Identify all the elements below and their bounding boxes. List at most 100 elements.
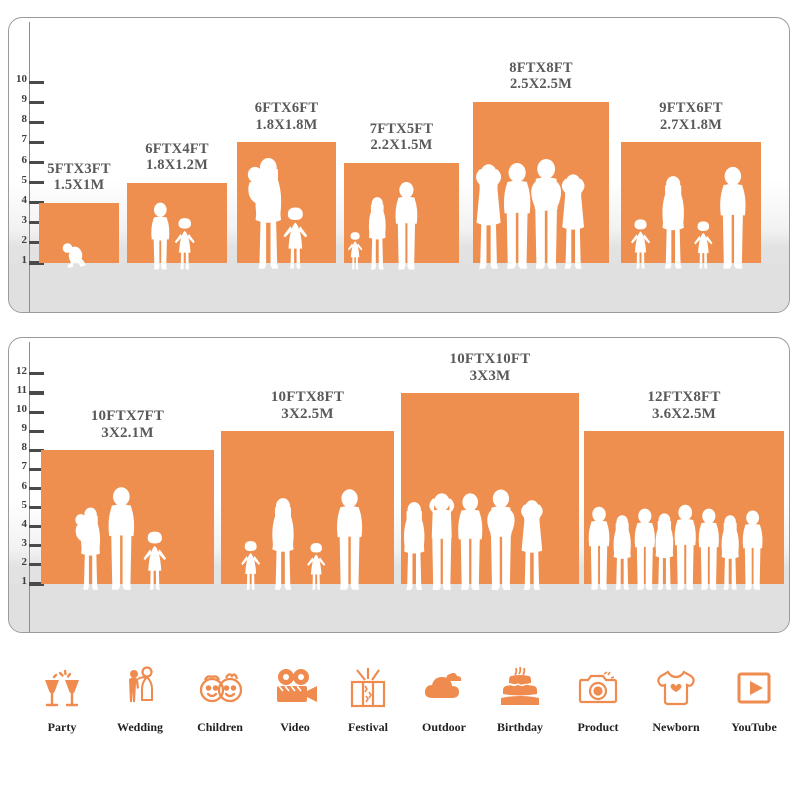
people-silhouettes (247, 158, 308, 269)
backdrop-bar-6ftx4ft[interactable] (127, 182, 227, 269)
icon-label: Video (280, 720, 310, 734)
y-tick-label: 1 (21, 575, 28, 587)
backdrop-bar-10ftx7ft[interactable] (41, 450, 214, 590)
icon-label: Party (47, 720, 77, 734)
y-tick-mark (29, 467, 44, 471)
bar-size-metric: 1.8X1.2M (145, 156, 208, 173)
y-axis-ruler-2: 1 2 3 4 5 6 7 8 9 10 11 12 (9, 338, 44, 632)
backdrop-bar-10ftx10ft[interactable] (401, 393, 579, 590)
silhouette-layer (344, 163, 459, 269)
bar-size-metric: 3X3M (469, 367, 511, 384)
silhouette-layer (621, 142, 761, 269)
icon-cell-children[interactable]: Children (180, 660, 260, 735)
bar-size-metric: 2.2X1.5M (370, 136, 433, 153)
people-silhouettes (630, 167, 746, 269)
icon-cell-festival[interactable]: Festival (328, 660, 408, 735)
bar-size-label: 8FTX8FT 2.5X2.5M (443, 60, 639, 92)
bar-size-metric: 3.6X2.5M (651, 405, 717, 422)
silhouette-layer (39, 203, 119, 268)
icon-cell-video[interactable]: Video (255, 660, 335, 735)
y-tick-label: 9 (21, 93, 28, 106)
bar-size-imperial: 5FTX3FT (47, 160, 111, 177)
y-tick-mark (29, 429, 44, 433)
icon-cell-newborn[interactable]: Newborn (636, 660, 716, 735)
y-tick-label: 6 (21, 479, 28, 492)
y-tick-mark (29, 544, 44, 548)
usage-icon-strip: Party Wedding Children (0, 660, 800, 760)
bar-size-label: 10FTX7FT 3X2.1M (11, 408, 244, 442)
people-silhouettes (404, 489, 543, 590)
y-tick-label: 8 (21, 113, 28, 126)
y-tick-mark (29, 261, 44, 265)
chart-panel-small-medium: 1 2 3 4 5 6 7 8 9 10 5FTX3FT 1.5X1M 6FTX4FT 1.8X1.2M… (8, 17, 790, 313)
bar-size-label: 10FTX8FT 3X2.5M (191, 389, 424, 423)
people-silhouettes (476, 159, 585, 269)
y-tick-mark (29, 372, 44, 376)
bar-size-metric: 2.5X2.5M (509, 76, 572, 93)
bar-size-label: 9FTX6FT 2.7X1.8M (591, 100, 789, 133)
chart-panel-large: 1 2 3 4 5 6 7 8 9 10 11 12 10FTX7FT 3X2.1M 10FTX8FT 3X… (8, 337, 790, 633)
bar-size-metric: 1.8X1.8M (255, 116, 318, 133)
bar-size-imperial: 7FTX5FT (369, 120, 434, 137)
outdoor-icon (404, 660, 484, 716)
backdrop-bar-5ftx3ft[interactable] (39, 202, 119, 268)
y-tick-label: 7 (21, 133, 28, 146)
y-tick-label: 9 (21, 422, 28, 435)
people-silhouettes (588, 504, 763, 590)
icon-label: Children (197, 720, 243, 734)
bar-size-metric: 2.7X1.8M (659, 116, 722, 133)
product-icon (558, 660, 638, 716)
silhouette-layer (127, 183, 227, 269)
y-tick-label: 1 (21, 254, 28, 266)
icon-cell-wedding[interactable]: Wedding (100, 660, 180, 735)
y-tick-label: 6 (21, 153, 28, 166)
bar-size-imperial: 9FTX6FT (659, 100, 723, 117)
y-tick-mark (29, 241, 44, 245)
y-tick-mark (29, 391, 44, 395)
y-tick-mark (29, 100, 44, 104)
icon-cell-youtube[interactable]: YouTube (714, 660, 794, 735)
y-tick-mark (29, 221, 44, 225)
silhouette-layer (221, 431, 394, 590)
y-tick-label: 7 (21, 460, 28, 473)
icon-cell-birthday[interactable]: Birthday (480, 660, 560, 735)
icon-cell-party[interactable]: Party (22, 660, 102, 735)
silhouette-layer (401, 393, 579, 590)
y-tick-label: 4 (21, 517, 28, 530)
backdrop-bar-8ftx8ft[interactable] (473, 102, 609, 269)
backdrop-bar-9ftx6ft[interactable] (621, 142, 761, 269)
children-icon (180, 660, 260, 716)
icon-label: Birthday (496, 720, 543, 734)
y-tick-mark (29, 563, 44, 567)
y-tick-label: 2 (21, 555, 28, 568)
wedding-icon (100, 660, 180, 716)
bar-size-label: 6FTX4FT 1.8X1.2M (97, 141, 257, 173)
bar-size-metric: 1.5X1M (53, 176, 105, 193)
y-tick-mark (29, 448, 44, 452)
y-tick-mark (29, 80, 44, 84)
backdrop-bar-12ftx8ft[interactable] (584, 431, 784, 590)
icon-cell-outdoor[interactable]: Outdoor (404, 660, 484, 735)
silhouette-layer (41, 450, 214, 590)
bar-size-imperial: 6FTX4FT (145, 140, 209, 157)
silhouette-layer (584, 431, 784, 590)
backdrop-bar-6ftx6ft[interactable] (237, 142, 336, 269)
y-tick-label: 11 (16, 384, 27, 396)
backdrop-bar-10ftx8ft[interactable] (221, 431, 394, 590)
y-tick-mark (29, 410, 44, 414)
y-tick-label: 3 (21, 536, 28, 549)
bar-size-imperial: 12FTX8FT (647, 389, 721, 406)
bar-size-label: 12FTX8FT 3.6X2.5M (554, 389, 789, 423)
icon-label: Newborn (652, 720, 700, 734)
backdrop-bar-7ftx5ft[interactable] (344, 162, 459, 269)
icon-cell-product[interactable]: Product (558, 660, 638, 735)
bar-size-label: 10FTX10FT 3X3M (371, 351, 609, 385)
bar-size-label: 7FTX5FT 2.2X1.5M (314, 121, 489, 153)
people-silhouettes (151, 202, 195, 269)
y-tick-label: 10 (16, 73, 27, 86)
icon-label: Festival (348, 720, 388, 734)
birthday-icon (480, 660, 560, 716)
party-icon (22, 660, 102, 716)
y-tick-mark (29, 506, 44, 510)
bar-size-metric: 3X2.5M (281, 405, 334, 422)
